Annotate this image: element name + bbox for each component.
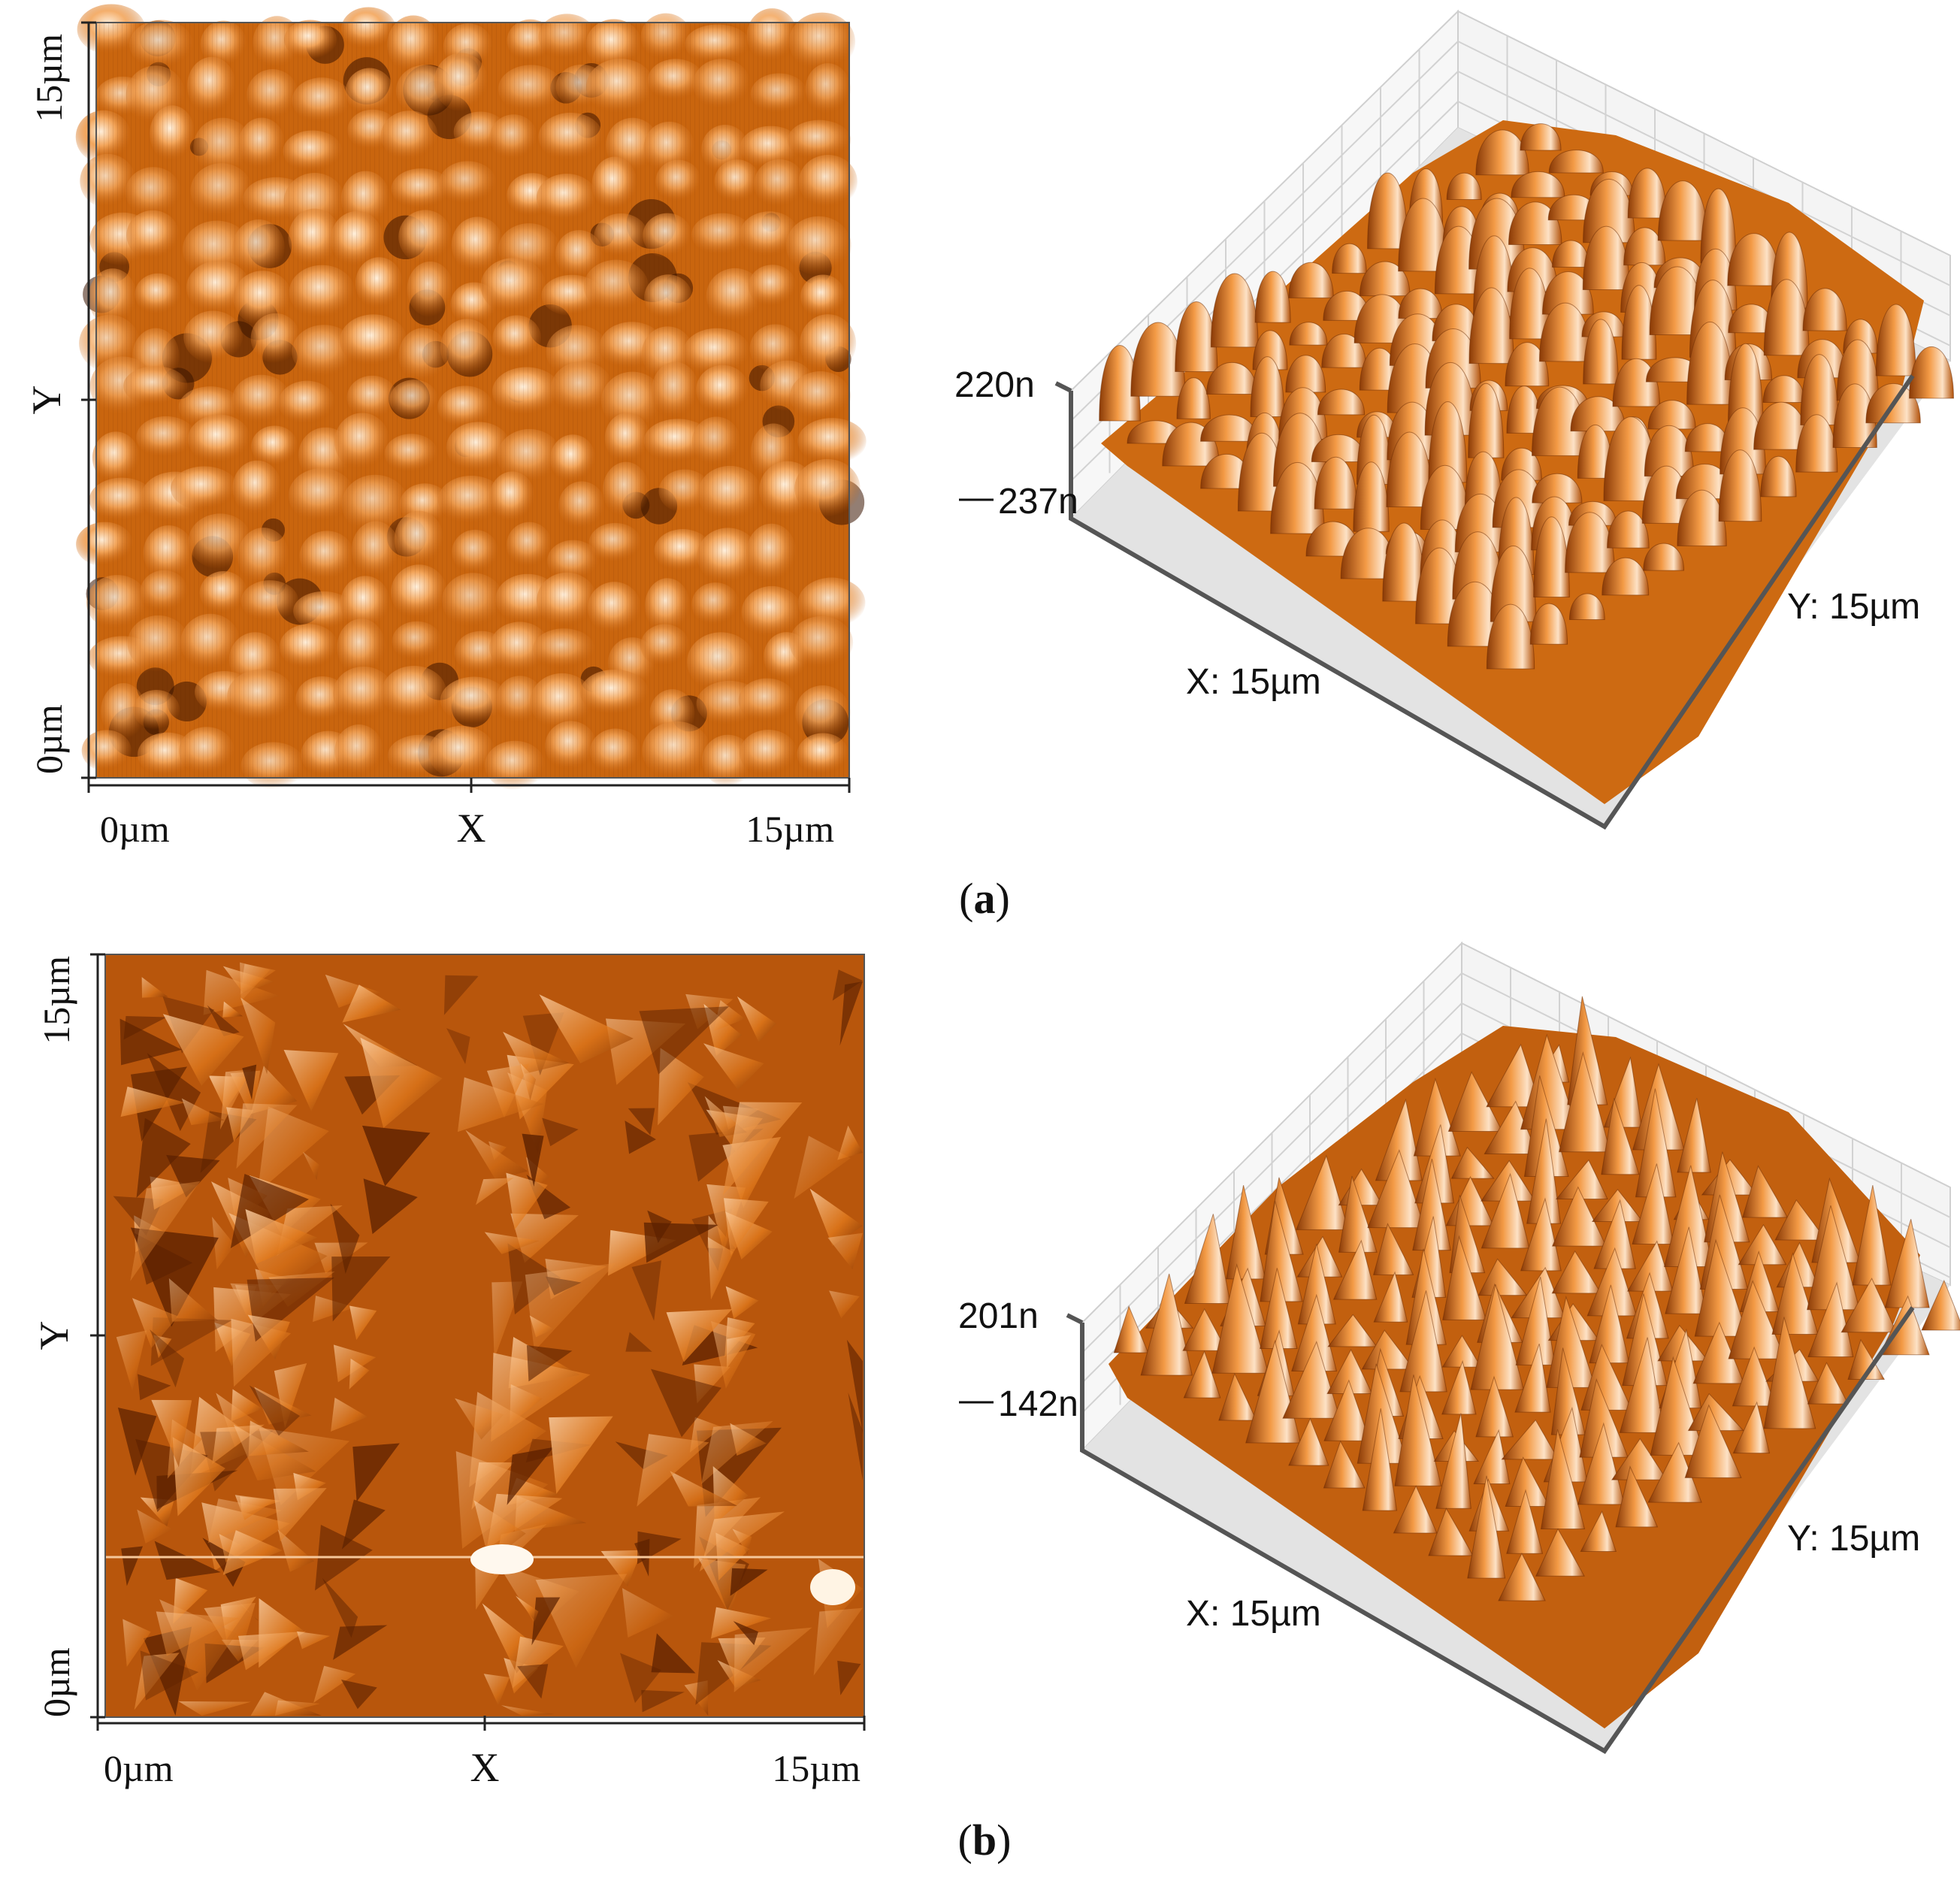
x-min-label-b: 0µm [104, 1747, 174, 1789]
y-axis-label-b: Y [32, 1321, 77, 1350]
z-bottom-label-b: 142n [998, 1384, 1078, 1424]
z-top-label-b: 201n [958, 1296, 1039, 1336]
afm-height-map-b [104, 954, 865, 1718]
y-axis-label-a: Y [24, 386, 69, 415]
shard-texture-b [113, 962, 863, 1716]
bright-spot-2-b [810, 1569, 855, 1605]
base-edge-a [1069, 374, 1915, 830]
y-max-label-a: 15µm [28, 34, 70, 122]
x-axis-label-b: X [470, 1745, 500, 1790]
panel-b: 0µm X 15µm 15µm Y 0µm 201n 142n X: 15µm … [32, 941, 1960, 1864]
x-axis-label-a: X [457, 806, 486, 851]
y-max-label-b: 15µm [35, 956, 77, 1045]
surface-3d-b [1066, 941, 1960, 1754]
y-min-label-a: 0µm [28, 704, 70, 774]
surface-peaks-b [1113, 996, 1960, 1601]
x-max-label-a: 15µm [746, 808, 834, 850]
x-max-label-b: 15µm [772, 1747, 861, 1789]
y-range-label-a: Y: 15µm [1787, 587, 1920, 627]
panel-caption-b: (b) [958, 1816, 1012, 1864]
map-axes-a [81, 21, 851, 793]
surface-peaks-a [1099, 123, 1954, 670]
z-bottom-label-a: 237n [998, 482, 1078, 522]
x-min-label-a: 0µm [100, 808, 170, 850]
base-edge-b [1080, 1306, 1915, 1754]
map-axes-b [90, 953, 866, 1731]
y-min-label-b: 0µm [35, 1647, 77, 1717]
x-range-label-b: X: 15µm [1186, 1594, 1321, 1634]
panel-a: 0µm X 15µm 15µm Y 0µm 220n 237n X: 15µm … [24, 4, 1954, 923]
panel-caption-a: (a) [959, 874, 1010, 923]
z-top-label-a: 220n [954, 365, 1035, 405]
bright-spot-1-b [470, 1544, 534, 1574]
y-range-label-b: Y: 15µm [1787, 1519, 1920, 1559]
afm-height-map-a [75, 4, 867, 790]
x-range-label-a: X: 15µm [1186, 662, 1321, 702]
surface-3d-a [1054, 9, 1954, 830]
